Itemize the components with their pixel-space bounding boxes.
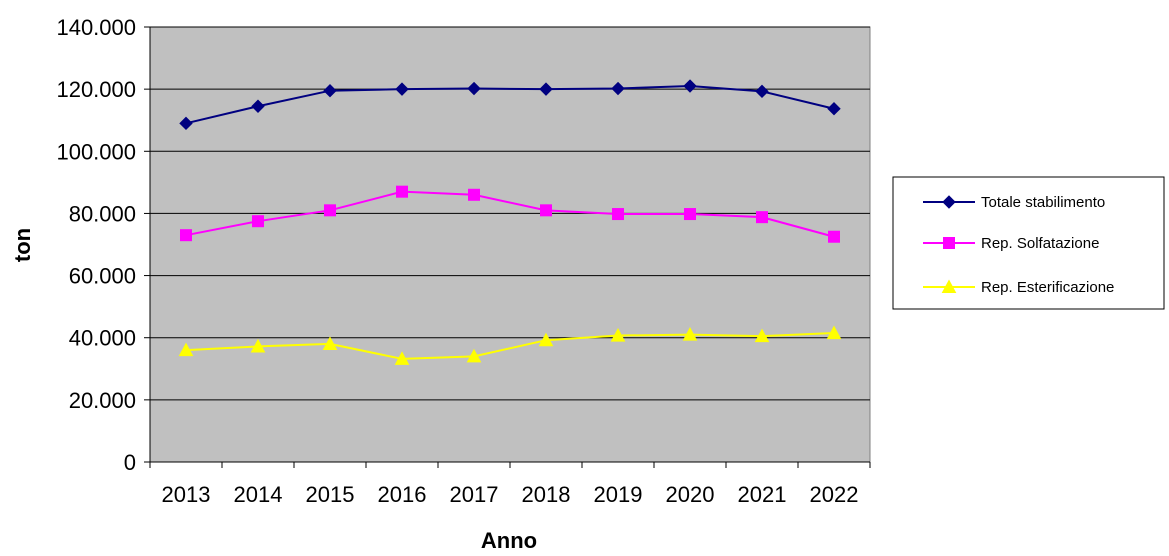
y-tick-label: 60.000 bbox=[69, 264, 136, 289]
x-tick-label: 2016 bbox=[378, 482, 427, 507]
data-point bbox=[541, 205, 552, 216]
data-point bbox=[397, 186, 408, 197]
data-point bbox=[469, 189, 480, 200]
data-point bbox=[685, 209, 696, 220]
data-point bbox=[757, 212, 768, 223]
x-tick-label: 2020 bbox=[666, 482, 715, 507]
x-tick-label: 2013 bbox=[162, 482, 211, 507]
legend-label: Rep. Solfatazione bbox=[981, 235, 1099, 252]
legend-label: Totale stabilimento bbox=[981, 194, 1105, 211]
y-tick-label: 0 bbox=[124, 450, 136, 475]
x-tick-label: 2017 bbox=[450, 482, 499, 507]
x-tick-labels: 2013 2014 2015 2016 2017 2018 2019 2020 2021 2022 bbox=[162, 482, 859, 507]
data-point bbox=[325, 205, 336, 216]
y-tick-labels: 0 20.000 40.000 60.000 80.000 100.000 120.000 1… bbox=[56, 15, 136, 475]
x-tick-label: 2021 bbox=[738, 482, 787, 507]
y-tick-label: 140.000 bbox=[56, 15, 136, 40]
x-axis-title: Anno bbox=[481, 528, 537, 553]
y-tick-label: 40.000 bbox=[69, 326, 136, 351]
legend-label: Rep. Esterificazione bbox=[981, 279, 1114, 296]
legend-marker bbox=[944, 238, 955, 249]
data-point bbox=[253, 216, 264, 227]
x-tick-label: 2019 bbox=[594, 482, 643, 507]
data-point bbox=[613, 209, 624, 220]
x-tick-label: 2014 bbox=[234, 482, 283, 507]
x-tick-label: 2015 bbox=[306, 482, 355, 507]
y-tick-label: 120.000 bbox=[56, 77, 136, 102]
data-point bbox=[181, 230, 192, 241]
x-tick-label: 2022 bbox=[810, 482, 859, 507]
y-axis-title: ton bbox=[10, 228, 35, 262]
data-point bbox=[829, 231, 840, 242]
y-tick-label: 100.000 bbox=[56, 139, 136, 164]
x-tick-label: 2018 bbox=[522, 482, 571, 507]
legend: Totale stabilimento Rep. Solfatazione Rep.… bbox=[893, 177, 1164, 309]
y-tick-label: 20.000 bbox=[69, 388, 136, 413]
y-tick-label: 80.000 bbox=[69, 201, 136, 226]
